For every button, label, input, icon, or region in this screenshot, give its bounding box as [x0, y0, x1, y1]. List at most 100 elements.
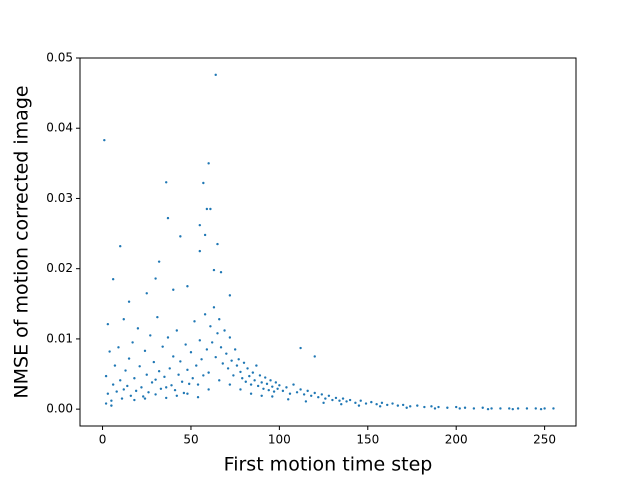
point	[117, 346, 120, 349]
point	[357, 404, 361, 407]
point	[110, 399, 113, 402]
point	[331, 398, 334, 402]
point	[138, 365, 141, 368]
point	[239, 388, 242, 391]
point	[163, 375, 166, 379]
point	[207, 388, 210, 391]
point	[161, 345, 164, 348]
point	[216, 242, 219, 246]
point	[182, 391, 186, 395]
point	[159, 387, 163, 390]
point	[150, 381, 154, 384]
point	[486, 407, 490, 411]
point	[154, 378, 157, 381]
point	[401, 403, 405, 407]
point	[281, 389, 285, 393]
point	[168, 367, 171, 370]
point	[145, 373, 148, 376]
point	[177, 373, 180, 376]
point	[306, 389, 309, 393]
point	[272, 390, 276, 393]
point	[481, 406, 484, 409]
point	[154, 393, 157, 396]
point	[180, 380, 184, 383]
point	[225, 352, 228, 355]
point	[258, 374, 262, 377]
plot-frame	[79, 57, 577, 427]
point	[265, 382, 269, 386]
point	[214, 73, 217, 77]
point	[430, 405, 433, 408]
point	[175, 329, 179, 332]
point	[237, 358, 240, 361]
y-axis-label: NMSE of motion corrected image	[11, 85, 33, 398]
point	[248, 374, 251, 378]
point	[191, 377, 194, 380]
point	[179, 235, 182, 238]
point	[108, 350, 111, 353]
point	[189, 351, 193, 354]
point	[340, 403, 343, 406]
point	[364, 402, 368, 405]
point	[423, 405, 426, 409]
point	[516, 407, 520, 410]
point	[212, 306, 216, 309]
point	[165, 396, 168, 400]
point	[122, 388, 125, 391]
point	[244, 380, 247, 383]
point	[354, 401, 357, 405]
point	[264, 376, 267, 379]
point	[166, 216, 170, 220]
point	[396, 404, 400, 407]
point	[131, 341, 134, 344]
point	[186, 368, 189, 372]
point	[202, 374, 205, 377]
point	[212, 268, 216, 272]
point	[157, 370, 161, 373]
point	[287, 398, 290, 401]
point	[232, 374, 235, 377]
point	[219, 270, 223, 274]
y-tick-label: 0.04	[46, 121, 73, 135]
point	[235, 364, 239, 367]
point	[304, 400, 308, 403]
point	[239, 370, 242, 374]
point	[140, 386, 143, 389]
point	[271, 385, 274, 388]
point	[313, 355, 316, 358]
point	[202, 181, 205, 185]
point	[127, 300, 131, 303]
point	[246, 367, 249, 370]
point	[133, 398, 136, 402]
point	[552, 407, 555, 410]
point	[166, 336, 170, 339]
point	[106, 322, 110, 326]
point	[209, 325, 212, 328]
point	[334, 396, 338, 400]
point	[380, 401, 384, 405]
point	[200, 358, 203, 361]
point	[370, 400, 373, 404]
point	[260, 381, 263, 384]
point	[348, 398, 352, 402]
point	[285, 386, 288, 389]
point	[405, 406, 408, 409]
point	[221, 362, 224, 365]
point	[214, 355, 217, 359]
point	[543, 407, 546, 410]
point	[508, 407, 511, 410]
point	[233, 348, 237, 351]
point	[345, 400, 348, 403]
point	[147, 391, 150, 394]
point	[184, 343, 187, 346]
y-tick-label: 0.02	[46, 261, 73, 275]
point	[119, 245, 122, 248]
point	[454, 405, 458, 409]
point	[292, 383, 295, 386]
x-tick-label: 200	[445, 433, 468, 447]
point	[378, 405, 382, 408]
point	[124, 369, 127, 372]
point	[375, 403, 378, 406]
point	[127, 357, 131, 360]
